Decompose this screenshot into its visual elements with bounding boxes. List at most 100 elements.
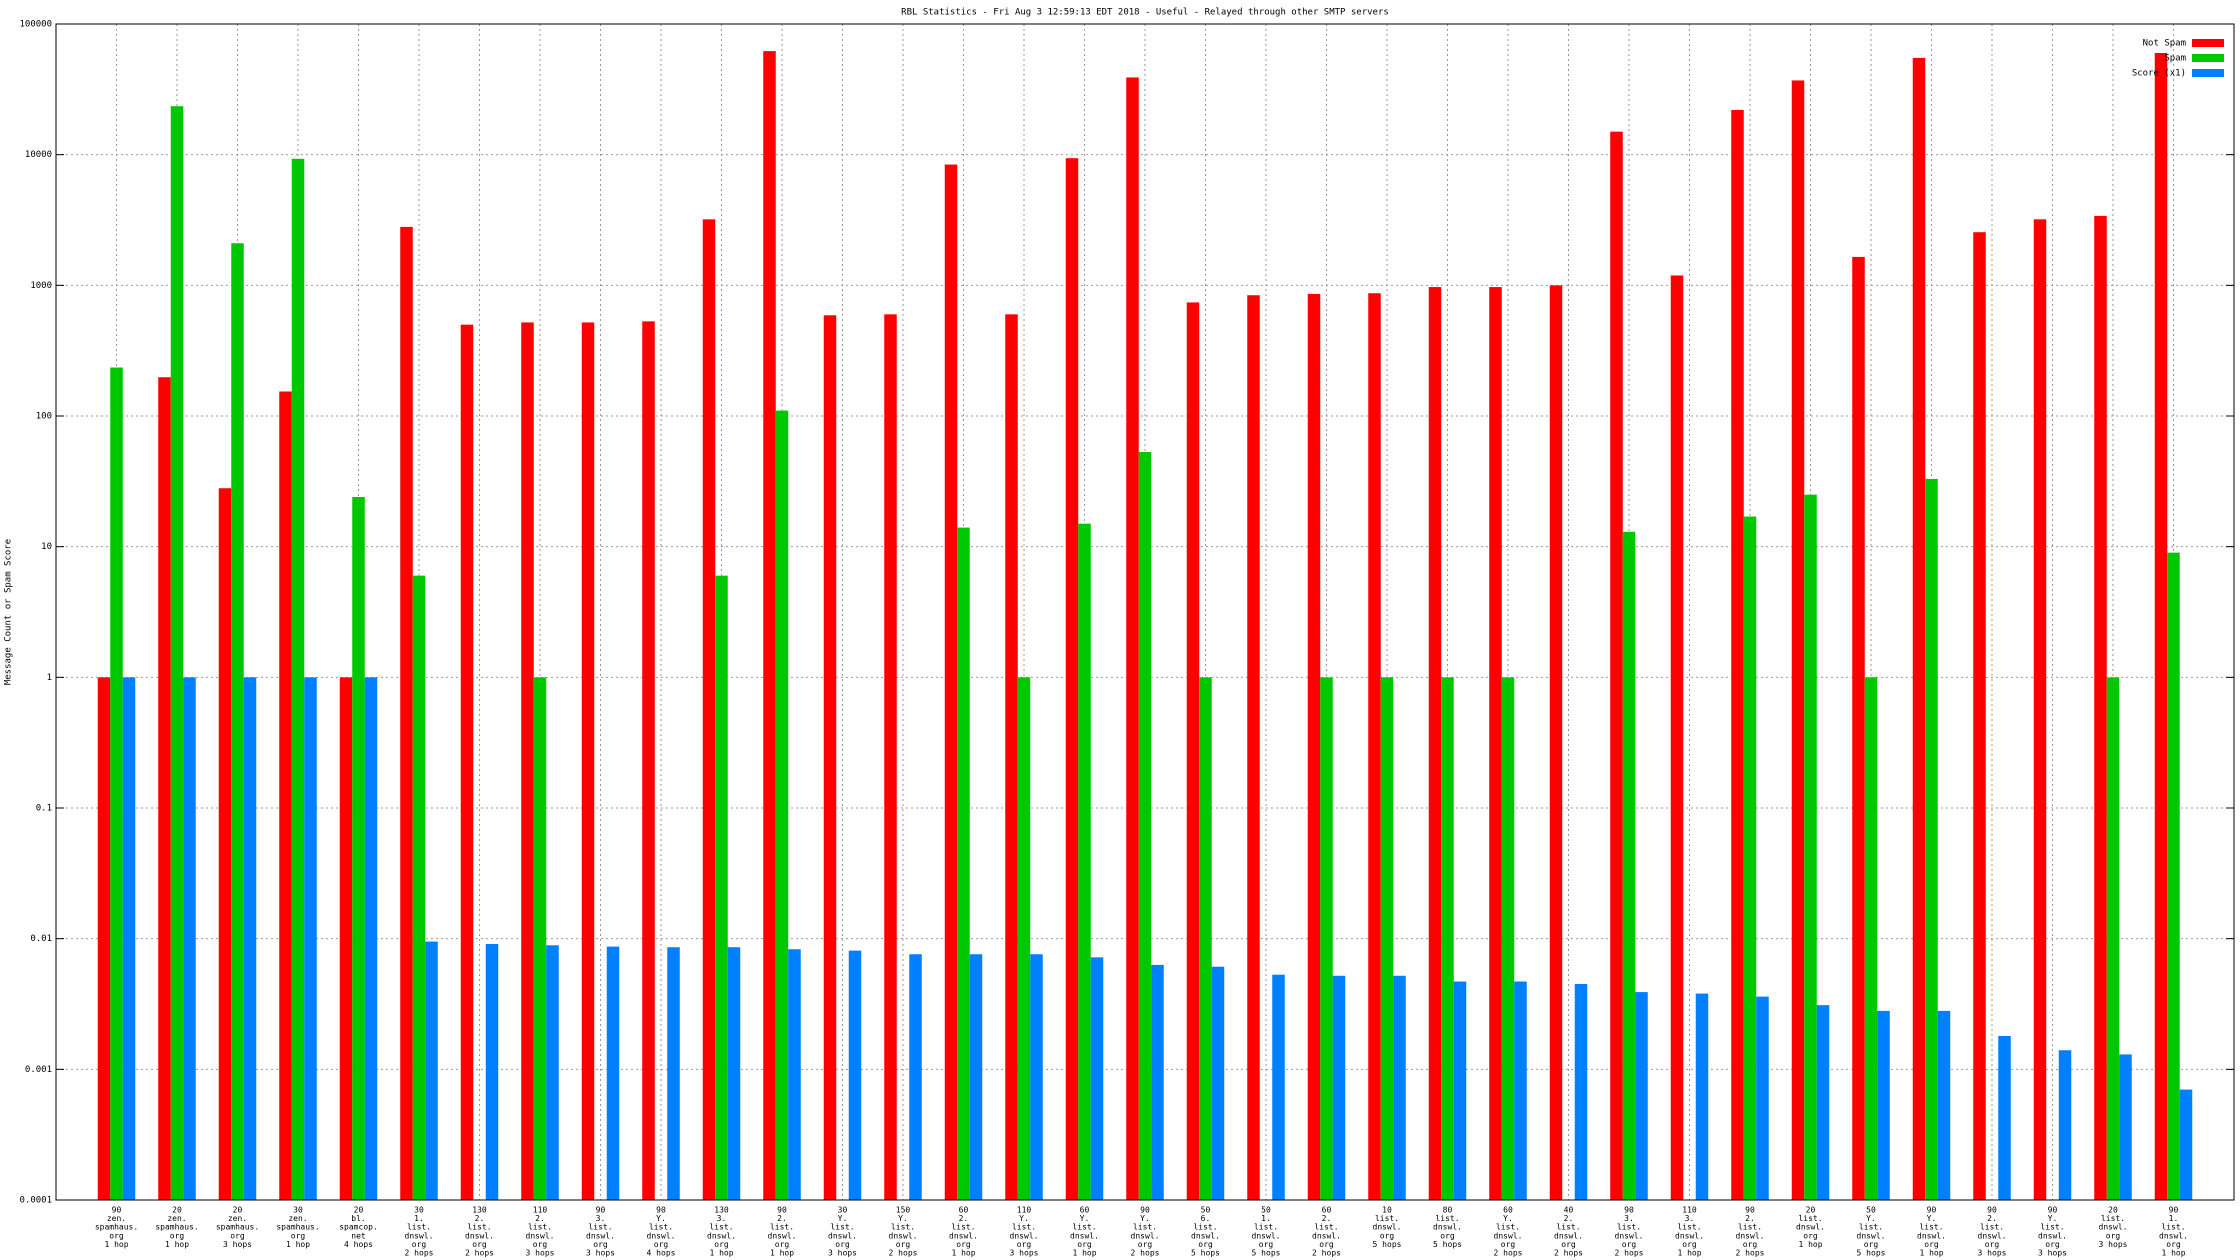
- x-tick-label: 90: [1745, 1206, 1755, 1215]
- x-tick-label: org: [1924, 1240, 1939, 1249]
- x-tick-label: list.: [1193, 1223, 1217, 1232]
- x-tick-label: list.: [1375, 1214, 1399, 1223]
- x-tick-label: 3.: [596, 1214, 606, 1223]
- bar: [1368, 293, 1381, 1200]
- bar: [1670, 275, 1684, 1200]
- x-tick-label: Y.: [1080, 1214, 1090, 1223]
- bar: [775, 410, 789, 1200]
- bar: [1816, 1005, 1830, 1200]
- bar: [1393, 975, 1406, 1200]
- x-tick-label: 40: [1564, 1206, 1574, 1215]
- x-tick-label: 2 hops: [1494, 1249, 1523, 1258]
- bar: [1743, 516, 1757, 1200]
- x-tick-label: 1 hop: [709, 1249, 733, 1258]
- bar: [1380, 677, 1394, 1200]
- bar: [1756, 996, 1769, 1200]
- x-tick-label: 3 hops: [2038, 1249, 2067, 1258]
- x-tick-label: org: [2166, 1240, 2181, 1249]
- x-tick-label: list.: [1677, 1223, 1701, 1232]
- x-tick-label: net: [351, 1231, 366, 1240]
- x-tick-label: dnswl.: [2159, 1231, 2188, 1240]
- x-tick-label: list.: [2040, 1223, 2064, 1232]
- x-tick-label: Y.: [838, 1214, 848, 1223]
- bar: [546, 945, 559, 1200]
- x-tick-label: dnswl.: [2038, 1231, 2067, 1240]
- x-tick-label: spamcop.: [339, 1223, 378, 1232]
- x-tick-label: dnswl.: [1736, 1231, 1765, 1240]
- x-tick-label: Y.: [1927, 1214, 1937, 1223]
- x-tick-label: Y.: [656, 1214, 666, 1223]
- x-tick-label: org: [714, 1240, 729, 1249]
- x-tick-label: zen.: [167, 1214, 186, 1223]
- bar: [1731, 109, 1744, 1200]
- x-tick-label: 50: [1866, 1206, 1876, 1215]
- x-tick-label: 90: [596, 1206, 606, 1215]
- x-tick-label: org: [1319, 1240, 1334, 1249]
- x-tick-label: 1 hop: [1798, 1240, 1822, 1249]
- bar: [2058, 1050, 2072, 1200]
- x-tick-label: dnswl.: [2099, 1223, 2128, 1232]
- x-tick-label: zen.: [288, 1214, 307, 1223]
- x-tick-label: 2.: [959, 1214, 969, 1223]
- bar: [909, 954, 922, 1200]
- x-tick-label: dnswl.: [1675, 1231, 1704, 1240]
- x-tick-label: dnswl.: [1070, 1231, 1099, 1240]
- bar: [1065, 158, 1079, 1200]
- bar: [1332, 975, 1346, 1200]
- bar: [485, 944, 499, 1200]
- x-tick-label: list.: [649, 1223, 673, 1232]
- bar: [170, 106, 184, 1201]
- x-tick-label: spamhaus.: [276, 1223, 319, 1232]
- x-tick-label: org: [775, 1240, 790, 1249]
- x-tick-label: dnswl.: [1191, 1231, 1220, 1240]
- x-tick-label: 80: [1443, 1206, 1453, 1215]
- bar: [1925, 478, 1938, 1200]
- bar: [606, 946, 620, 1200]
- bar: [2094, 215, 2107, 1201]
- x-tick-label: org: [170, 1231, 185, 1240]
- x-tick-label: dnswl.: [1615, 1231, 1644, 1240]
- x-tick-label: 2.: [535, 1214, 545, 1223]
- x-tick-label: dnswl.: [1373, 1223, 1402, 1232]
- bar: [1078, 523, 1091, 1200]
- x-tick-label: 110: [1682, 1206, 1697, 1215]
- x-tick-label: 2.: [475, 1214, 485, 1223]
- bar: [1695, 993, 1709, 1200]
- x-tick-label: org: [1017, 1240, 1032, 1249]
- x-tick-label: dnswl.: [465, 1231, 494, 1240]
- bar: [460, 324, 474, 1200]
- x-tick-label: dnswl.: [1554, 1231, 1583, 1240]
- x-tick-label: 90: [1140, 1206, 1150, 1215]
- bar: [1126, 77, 1139, 1201]
- x-tick-label: 5 hops: [1373, 1240, 1402, 1249]
- y-tick-label: 0.01: [30, 934, 52, 944]
- bar: [158, 377, 171, 1201]
- x-tick-label: 3 hops: [586, 1249, 615, 1258]
- y-tick-label: 0.001: [25, 1065, 52, 1075]
- bar: [1852, 256, 1865, 1201]
- x-tick-label: 1 hop: [770, 1249, 794, 1258]
- bar: [521, 322, 534, 1200]
- bar: [581, 322, 595, 1200]
- bar: [1005, 314, 1018, 1201]
- bar: [667, 947, 680, 1200]
- x-tick-label: 2 hops: [1554, 1249, 1583, 1258]
- x-tick-label: dnswl.: [1857, 1231, 1886, 1240]
- legend-label: Not Spam: [2143, 39, 2186, 49]
- x-tick-label: 130: [472, 1206, 487, 1215]
- x-tick-label: dnswl.: [1252, 1231, 1281, 1240]
- bar: [1514, 981, 1527, 1200]
- x-tick-label: 2.: [1987, 1214, 1997, 1223]
- bar: [183, 677, 196, 1200]
- x-tick-label: list.: [1859, 1223, 1883, 1232]
- x-tick-label: 60: [1080, 1206, 1090, 1215]
- bar: [1030, 954, 1043, 1200]
- x-tick-label: zen.: [228, 1214, 247, 1223]
- x-tick-label: 90: [1927, 1206, 1937, 1215]
- x-tick-label: 2.: [1564, 1214, 1574, 1223]
- x-tick-label: org: [1380, 1231, 1395, 1240]
- bar: [848, 950, 862, 1200]
- bar: [1017, 677, 1031, 1200]
- x-tick-label: 20: [354, 1206, 364, 1215]
- bar: [1912, 57, 1926, 1201]
